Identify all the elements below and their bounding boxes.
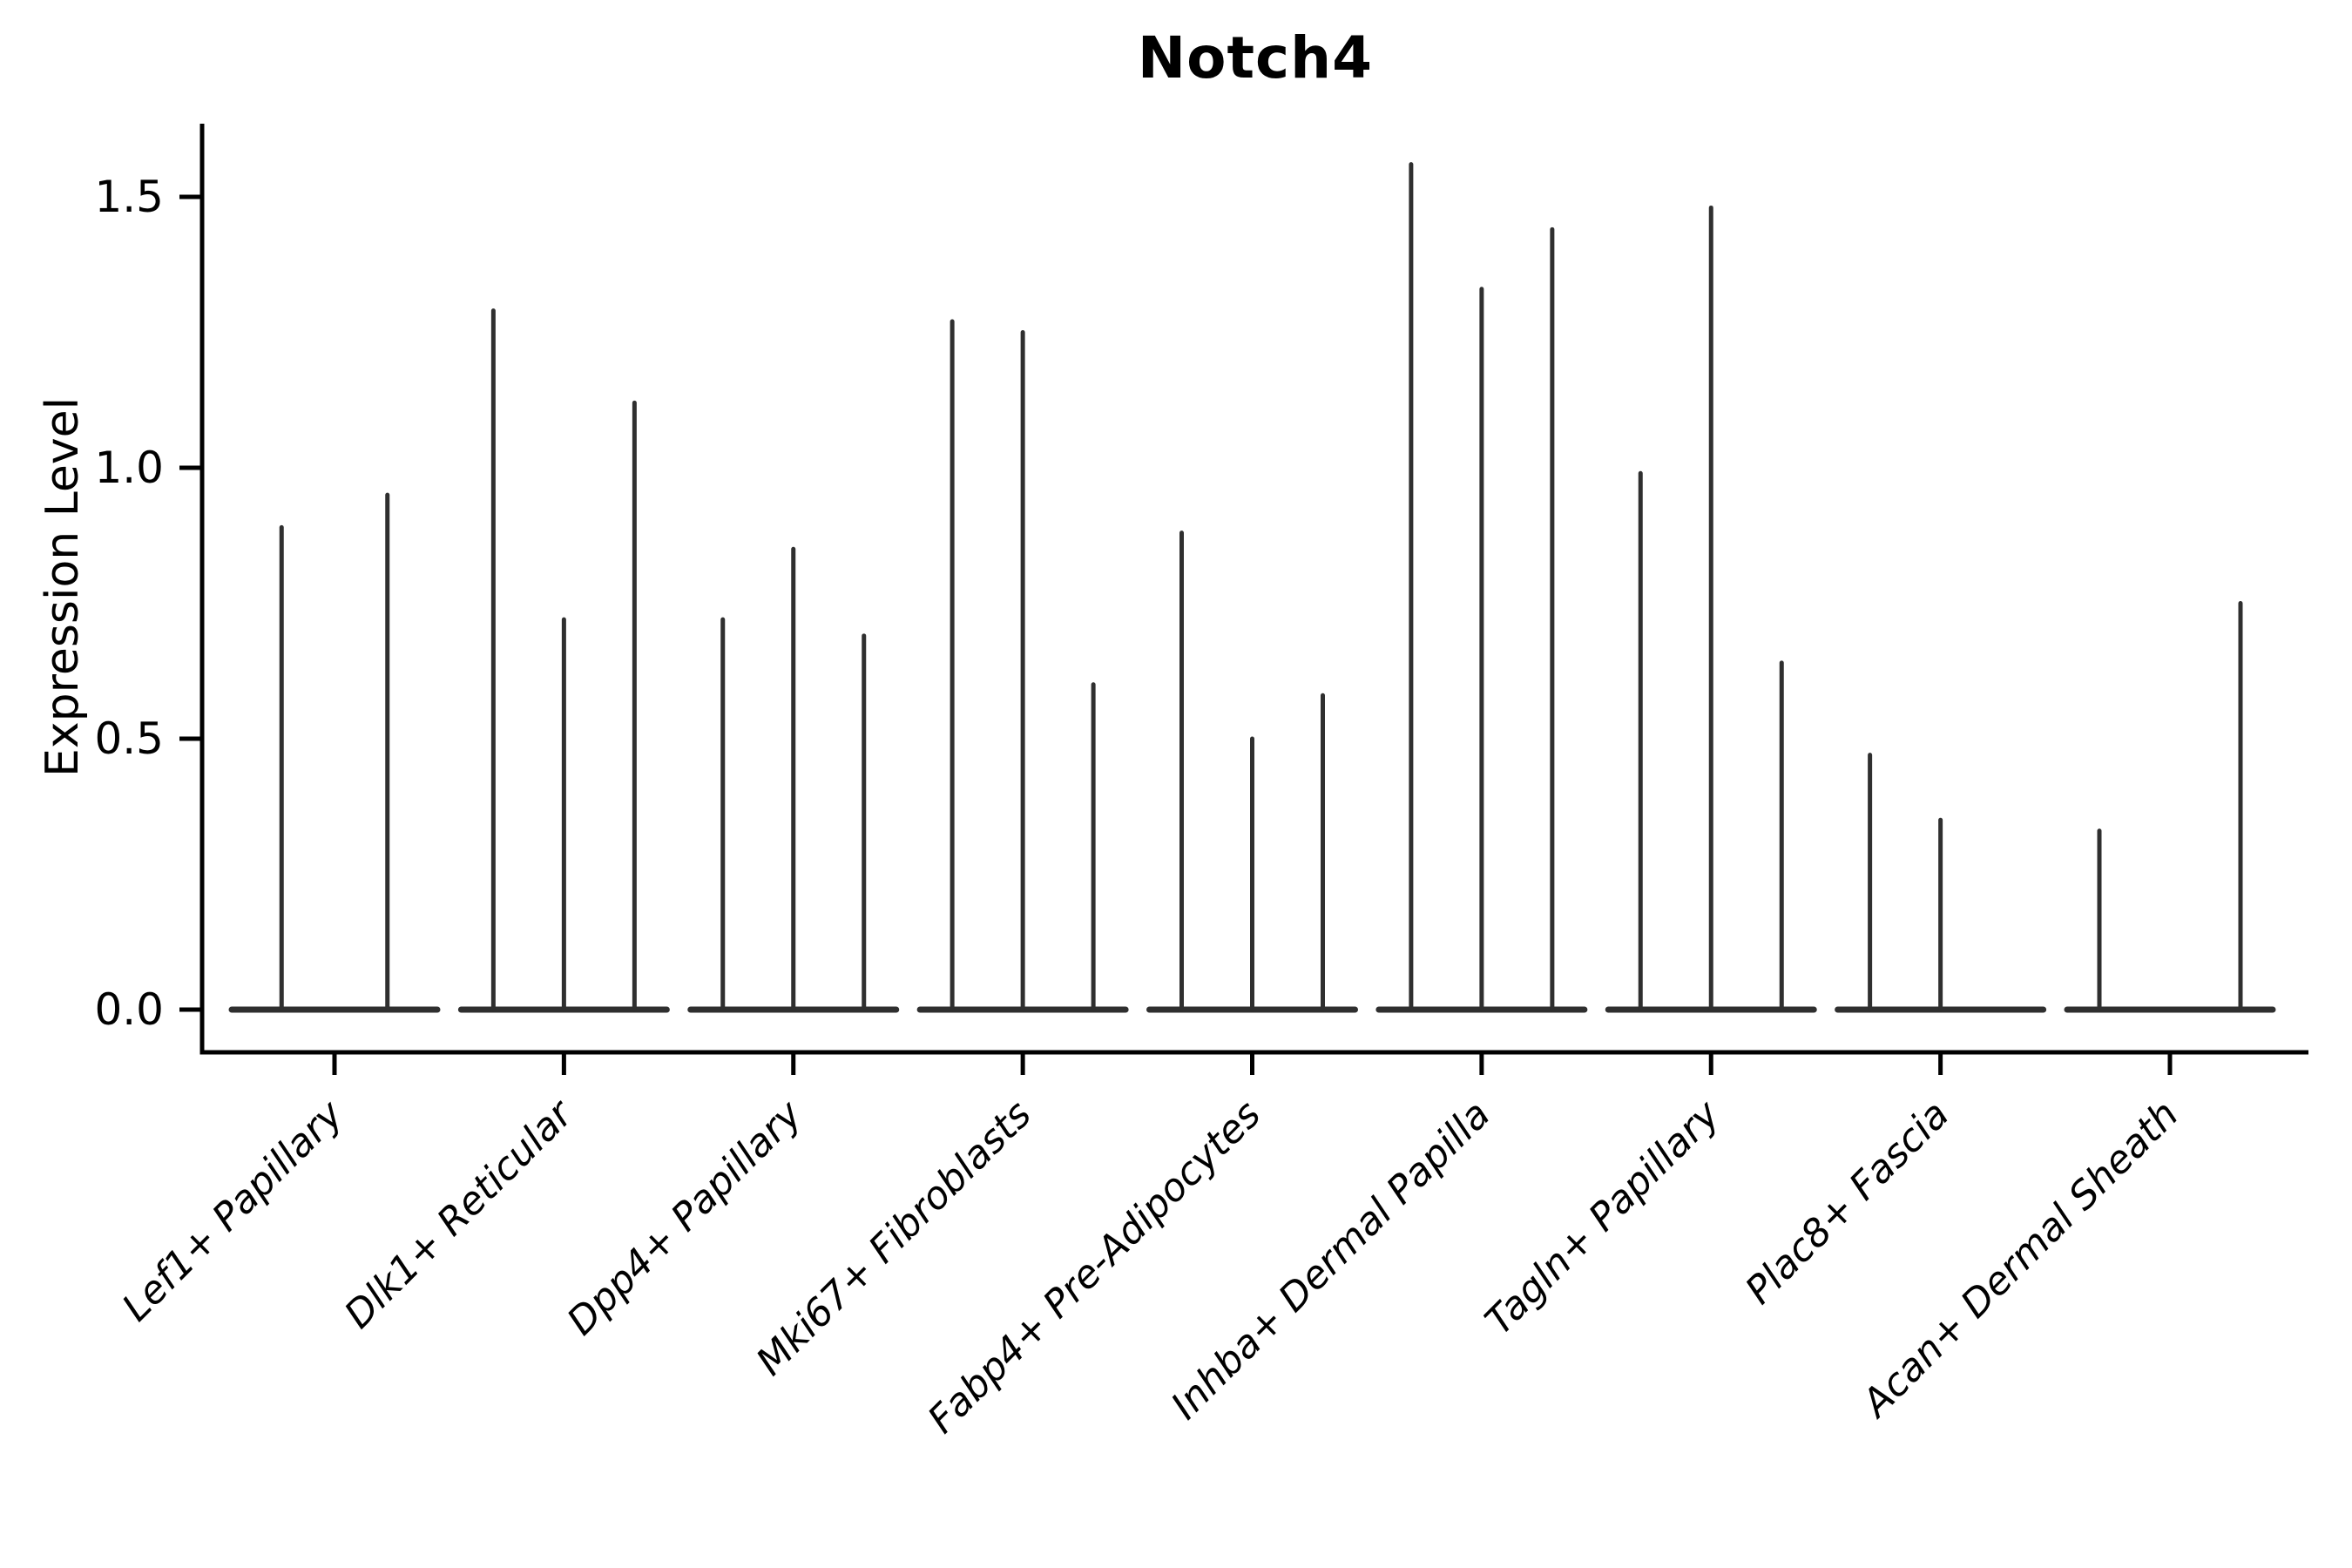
x-tick-label: Plac8+ Fascia: [1737, 1092, 1957, 1313]
y-tick-label: 0.5: [94, 713, 164, 764]
y-tick-label: 0.0: [94, 984, 164, 1035]
violin-base: [2064, 1006, 2276, 1013]
x-tick-label: Lef1+ Papillary: [114, 1092, 353, 1330]
y-tick-label: 1.0: [94, 443, 164, 493]
chart-title: Notch4: [1137, 24, 1374, 91]
x-tick-label: Tagln+ Papillary: [1477, 1092, 1728, 1343]
x-tick-label: Dlk1+ Reticular: [336, 1091, 583, 1337]
y-tick-label: 1.5: [94, 172, 164, 222]
violin-base: [228, 1006, 441, 1013]
x-tick-label: Dpp4+ Papillary: [558, 1092, 811, 1344]
